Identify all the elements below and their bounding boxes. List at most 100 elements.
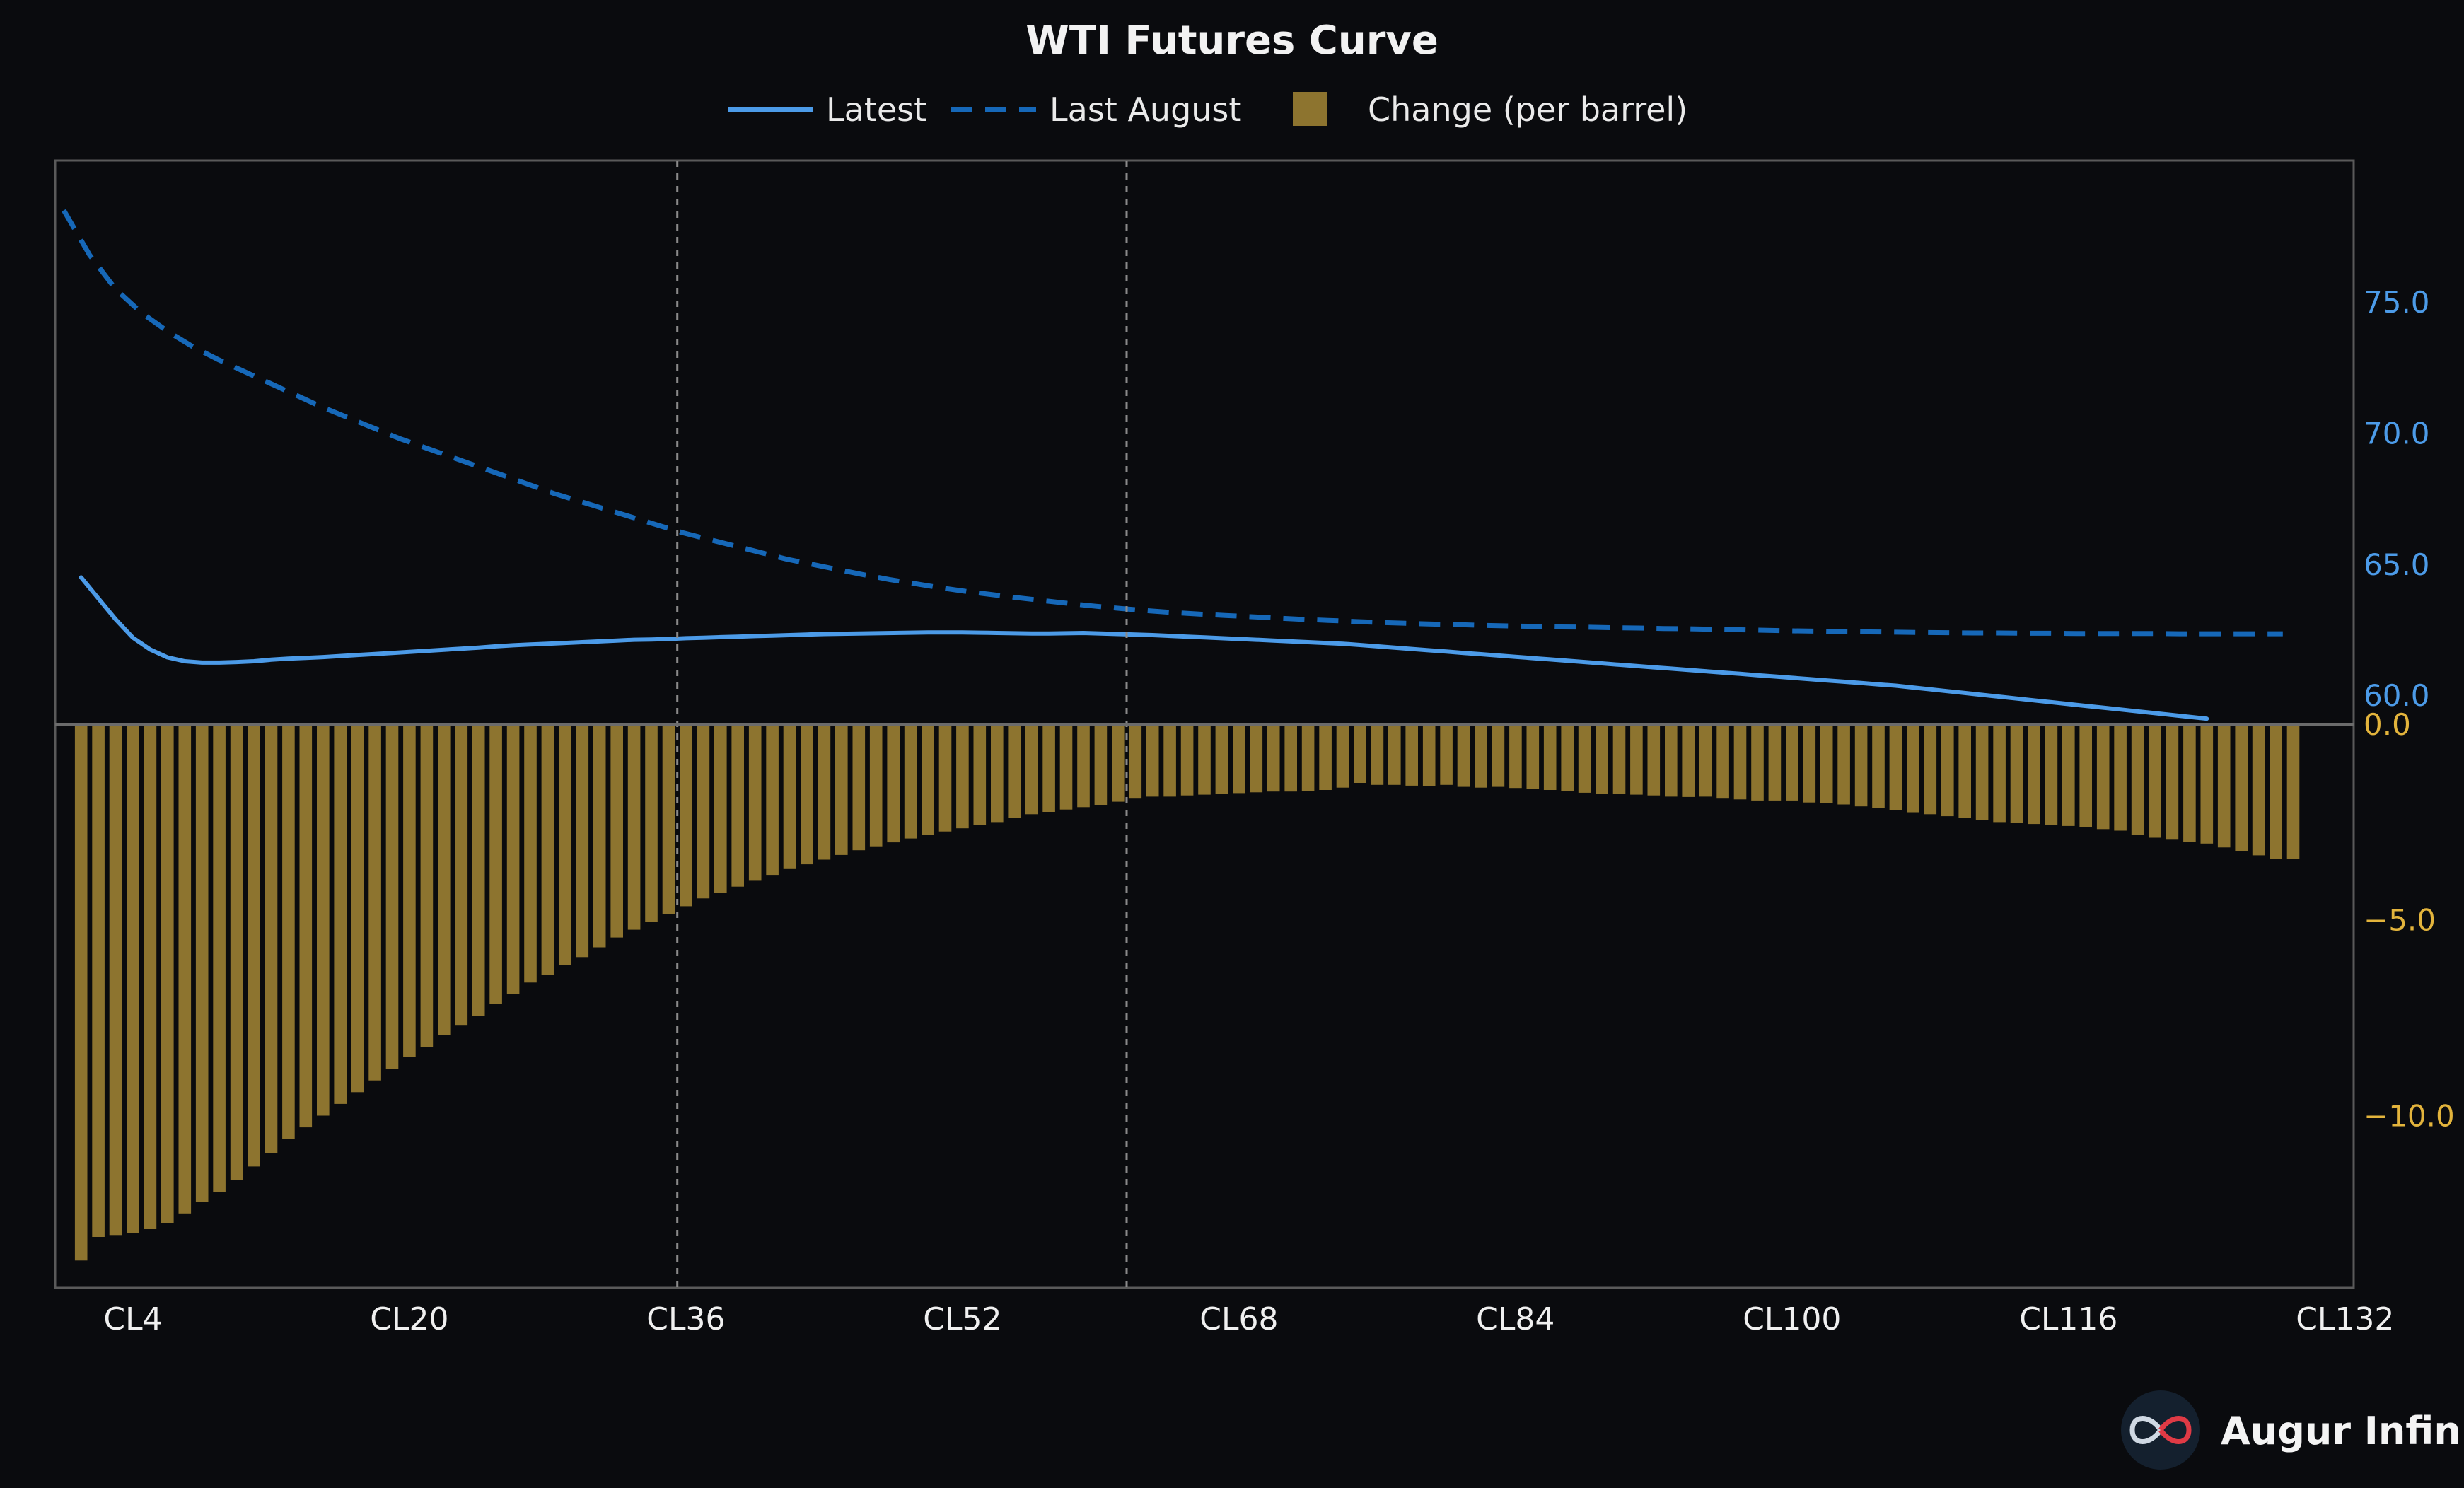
change-bar — [973, 724, 987, 825]
change-bar — [195, 724, 209, 1202]
change-tick-label: −5.0 — [2364, 903, 2436, 938]
price-tick-label: 60.0 — [2364, 678, 2430, 713]
change-bar — [1233, 724, 1245, 794]
change-bar — [265, 724, 278, 1153]
price-tick-label: 70.0 — [2364, 417, 2430, 451]
change-bar — [1457, 724, 1470, 787]
brand-badge: Augur Infinity — [2121, 1390, 2464, 1470]
change-bar — [1699, 724, 1712, 797]
change-bar — [1786, 724, 1798, 801]
change-bar — [1492, 724, 1505, 787]
x-tick-label: CL36 — [646, 1301, 725, 1337]
change-bar — [645, 724, 658, 922]
change-bar — [317, 724, 330, 1116]
change-bar — [299, 724, 313, 1128]
change-bar — [1751, 724, 1764, 801]
legend-change-swatch — [1293, 92, 1327, 126]
change-bar — [334, 724, 347, 1104]
change-tick-label: 0.0 — [2364, 707, 2411, 742]
change-bar — [2217, 724, 2231, 848]
change-bar — [818, 724, 831, 860]
change-bar — [1682, 724, 1695, 797]
change-bar — [2114, 724, 2127, 831]
change-bar — [1941, 724, 1954, 817]
change-bar — [74, 724, 88, 1261]
change-bar — [161, 724, 174, 1223]
change-bar — [1319, 724, 1332, 790]
chart-title: WTI Futures Curve — [1025, 18, 1439, 64]
change-bar — [1578, 724, 1591, 793]
change-bar — [541, 724, 554, 975]
change-bar — [2200, 724, 2214, 844]
change-bar — [938, 724, 952, 832]
change-bar — [1146, 724, 1159, 797]
change-bar — [680, 724, 692, 907]
change-bar — [1354, 724, 1366, 783]
change-bar — [524, 724, 537, 983]
change-bar — [559, 724, 571, 965]
change-bar — [1163, 724, 1176, 797]
change-bar — [230, 724, 243, 1180]
x-tick-label: CL20 — [370, 1301, 448, 1337]
change-bar — [2166, 724, 2179, 840]
change-bar — [1198, 724, 1211, 795]
x-tick-label: CL84 — [1476, 1301, 1554, 1337]
change-bar — [2045, 724, 2058, 825]
x-tick-label: CL4 — [103, 1301, 162, 1337]
change-bar — [1475, 724, 1487, 788]
change-bar — [1647, 724, 1661, 796]
change-bar — [1543, 724, 1557, 790]
x-tick-label: CL132 — [2296, 1301, 2394, 1337]
change-bar — [127, 724, 139, 1233]
change-bar — [1820, 724, 1833, 803]
change-bar — [213, 724, 226, 1192]
change-bar — [1630, 724, 1643, 795]
change-bar — [92, 724, 105, 1237]
change-bar — [2183, 724, 2196, 842]
change-bar — [1561, 724, 1574, 791]
change-bar — [1837, 724, 1850, 805]
change-bar — [1180, 724, 1194, 796]
change-bar — [2235, 724, 2248, 851]
change-bar — [2028, 724, 2040, 825]
change-bar — [368, 724, 381, 1081]
change-bar — [438, 724, 451, 1035]
change-bar — [248, 724, 260, 1167]
change-bar — [991, 724, 1004, 823]
change-bar — [1993, 724, 2006, 823]
change-bar — [1042, 724, 1055, 812]
change-bar — [2149, 724, 2161, 838]
change-bar — [1284, 724, 1297, 792]
change-bar — [1854, 724, 1868, 807]
change-bar — [489, 724, 502, 1004]
change-bar — [385, 724, 399, 1069]
change-bar — [593, 724, 606, 948]
price-axis-ticks: 60.0 65.0 70.0 75.0 — [2364, 285, 2430, 713]
change-bar — [1440, 724, 1453, 785]
change-bar — [887, 724, 900, 843]
change-bar — [1112, 724, 1125, 802]
change-bar — [1388, 724, 1401, 785]
change-bar — [2286, 724, 2300, 859]
change-bar — [1215, 724, 1228, 794]
change-bar — [1077, 724, 1090, 808]
x-tick-label: CL100 — [1743, 1301, 1841, 1337]
change-bar — [1008, 724, 1021, 818]
change-bar — [1250, 724, 1263, 793]
change-bar — [748, 724, 762, 881]
change-bar — [1301, 724, 1315, 791]
change-bar — [627, 724, 641, 930]
change-bar — [1975, 724, 1989, 820]
change-bar — [1509, 724, 1522, 789]
change-bars — [74, 724, 2300, 1261]
change-bar — [178, 724, 192, 1214]
change-bar — [1924, 724, 1937, 815]
change-tick-label: −10.0 — [2364, 1099, 2455, 1134]
brand-name: Augur Infinity — [2221, 1409, 2464, 1453]
change-bar — [1422, 724, 1436, 786]
change-bar — [1907, 724, 1919, 813]
change-axis-ticks: 0.0 −5.0 −10.0 — [2364, 707, 2455, 1134]
change-bar — [2131, 724, 2144, 835]
change-bar — [766, 724, 779, 876]
